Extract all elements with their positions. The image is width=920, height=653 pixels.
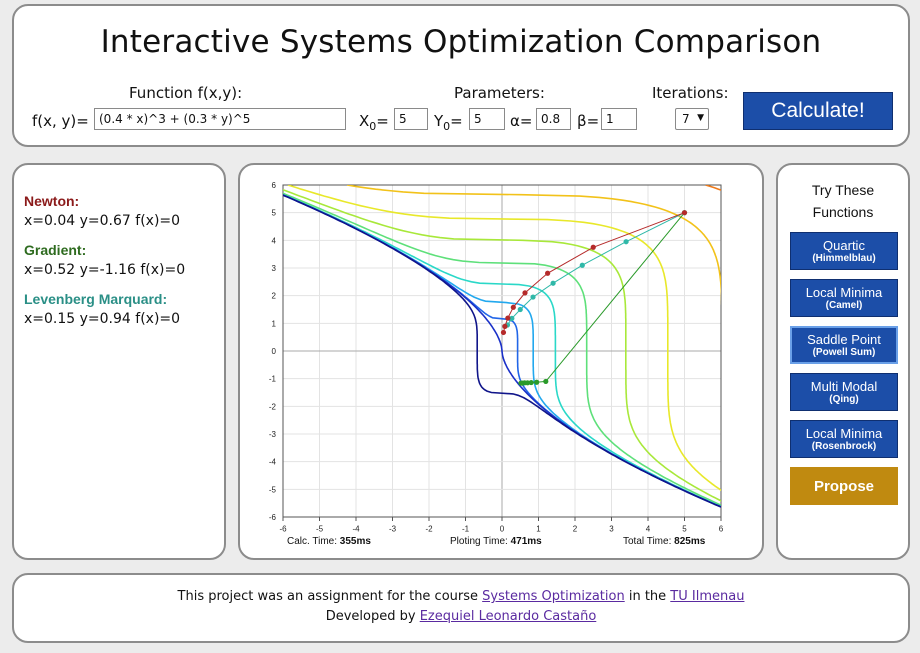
calc-time: Calc. Time: 355ms: [287, 536, 371, 547]
newton-path-point: [505, 315, 511, 321]
lm-path-point: [517, 306, 523, 313]
y-tick-label: 1: [272, 319, 277, 328]
x-tick-label: 5: [682, 525, 687, 534]
alpha-input[interactable]: [536, 108, 571, 130]
y-tick-label: 2: [272, 292, 277, 301]
newton-path-point: [500, 329, 507, 336]
y-tick-label: 3: [272, 264, 277, 273]
example-button-rosenbrock[interactable]: Local Minima (Rosenbrock): [790, 420, 898, 458]
newton-path-point: [510, 304, 516, 310]
footer-panel: This project was an assignment for the c…: [12, 573, 910, 643]
y-tick-label: 6: [272, 181, 277, 190]
newton-path-point: [681, 210, 688, 216]
contour-line: [346, 185, 721, 311]
x-tick-label: 1: [536, 525, 541, 534]
contour-line: [287, 185, 721, 492]
y-tick-label: 4: [272, 236, 277, 245]
x-tick-label: 6: [719, 525, 724, 534]
gradient-path-point: [518, 380, 524, 386]
total-time: Total Time: 825ms: [623, 536, 706, 547]
y-tick-label: -2: [269, 402, 277, 411]
gradient-label: Gradient:: [24, 242, 87, 258]
plot-panel: -6 -5 -4 -3 -2 -1 0 1 2 3 4 5 6 6 5 4 3 2 1 0 -1 -2 -3 -4 -5 -6 C…: [238, 163, 764, 560]
x-tick-label: 2: [573, 525, 578, 534]
propose-button[interactable]: Propose: [790, 467, 898, 505]
examples-panel: Try These Functions Quartic (Himmelblau) …: [776, 163, 910, 560]
y-tick-label: -5: [269, 485, 277, 494]
function-label: Function f(x,y):: [129, 84, 243, 102]
example-button-quartic[interactable]: Quartic (Himmelblau): [790, 232, 898, 270]
lm-path-point: [579, 262, 585, 268]
contour-line: [283, 194, 721, 508]
iterations-value: 7: [682, 112, 690, 126]
example-button-powell[interactable]: Saddle Point (Powell Sum): [790, 326, 898, 364]
x0-input[interactable]: [394, 108, 428, 130]
footer-line-course: This project was an assignment for the c…: [177, 589, 745, 604]
y-tick-label: 0: [272, 347, 277, 356]
newton-path-point: [522, 290, 528, 296]
newton-path-point: [590, 244, 596, 250]
page-title: Interactive Systems Optimization Compari…: [100, 24, 822, 60]
parameters-label: Parameters:: [454, 84, 545, 102]
university-link[interactable]: TU Ilmenau: [670, 589, 745, 604]
x-tick-label: 0: [500, 525, 505, 534]
chevron-down-icon: ▼: [697, 113, 704, 123]
gradient-result: Gradient: x=0.52 y=-1.16 f(x)=0: [24, 242, 185, 278]
beta-label: β=: [577, 112, 600, 130]
iterations-select[interactable]: 7 ▼: [675, 108, 709, 130]
x-tick-label: -4: [352, 525, 360, 534]
examples-title: Try These Functions: [811, 182, 875, 220]
example-button-camel[interactable]: Local Minima (Camel): [790, 279, 898, 317]
alpha-label: α=: [510, 112, 533, 130]
lm-path-point: [509, 315, 515, 321]
calculate-button[interactable]: Calculate!: [743, 92, 893, 130]
iterations-label: Iterations:: [652, 84, 729, 102]
newton-path-point: [502, 323, 508, 329]
y-tick-label: 5: [272, 209, 277, 218]
header-panel: Interactive Systems Optimization Compari…: [12, 4, 910, 147]
gradient-path-point: [534, 379, 540, 385]
gradient-path-point: [543, 378, 549, 385]
lm-result: Levenberg Marquard: x=0.15 y=0.94 f(x)=0: [24, 291, 180, 327]
course-link[interactable]: Systems Optimization: [482, 589, 625, 604]
lm-path-point: [530, 294, 536, 300]
x-tick-label: 4: [646, 525, 651, 534]
contour-line: [283, 193, 721, 508]
function-input[interactable]: [94, 108, 346, 130]
lm-label: Levenberg Marquard:: [24, 291, 168, 307]
newton-value: x=0.04 y=0.67 f(x)=0: [24, 213, 181, 229]
results-panel: Newton: x=0.04 y=0.67 f(x)=0 Gradient: x…: [12, 163, 226, 560]
x-tick-label: -2: [425, 525, 433, 534]
lm-path-point: [550, 280, 556, 286]
x-tick-label: -6: [279, 525, 287, 534]
lm-path-point: [623, 239, 629, 245]
fx-prefix-label: f(x, y)=: [32, 112, 89, 130]
plotting-time: Ploting Time: 471ms: [450, 536, 542, 547]
x-tick-label: 3: [609, 525, 614, 534]
y0-label: Y0=: [434, 112, 463, 133]
newton-label: Newton:: [24, 193, 80, 209]
gradient-value: x=0.52 y=-1.16 f(x)=0: [24, 262, 186, 278]
beta-input[interactable]: [601, 108, 637, 130]
footer-line-author: Developed by Ezequiel Leonardo Castaño: [325, 609, 597, 624]
newton-path-point: [545, 270, 551, 276]
y-tick-label: -3: [269, 430, 277, 439]
example-button-qing[interactable]: Multi Modal (Qing): [790, 373, 898, 411]
x0-label: X0=: [359, 112, 389, 133]
newton-result: Newton: x=0.04 y=0.67 f(x)=0: [24, 193, 180, 229]
x-tick-label: -1: [462, 525, 470, 534]
contour-line: [283, 188, 721, 502]
contour-plot[interactable]: -6 -5 -4 -3 -2 -1 0 1 2 3 4 5 6 6 5 4 3 2 1 0 -1 -2 -3 -4 -5 -6: [240, 165, 762, 558]
y-tick-label: -1: [269, 375, 277, 384]
y-tick-label: -4: [269, 458, 277, 467]
lm-value: x=0.15 y=0.94 f(x)=0: [24, 311, 181, 327]
y0-input[interactable]: [469, 108, 505, 130]
x-tick-label: -3: [389, 525, 397, 534]
y-tick-label: -6: [269, 513, 277, 522]
x-tick-label: -5: [316, 525, 324, 534]
author-link[interactable]: Ezequiel Leonardo Castaño: [419, 609, 597, 624]
contour-line: [283, 192, 721, 506]
